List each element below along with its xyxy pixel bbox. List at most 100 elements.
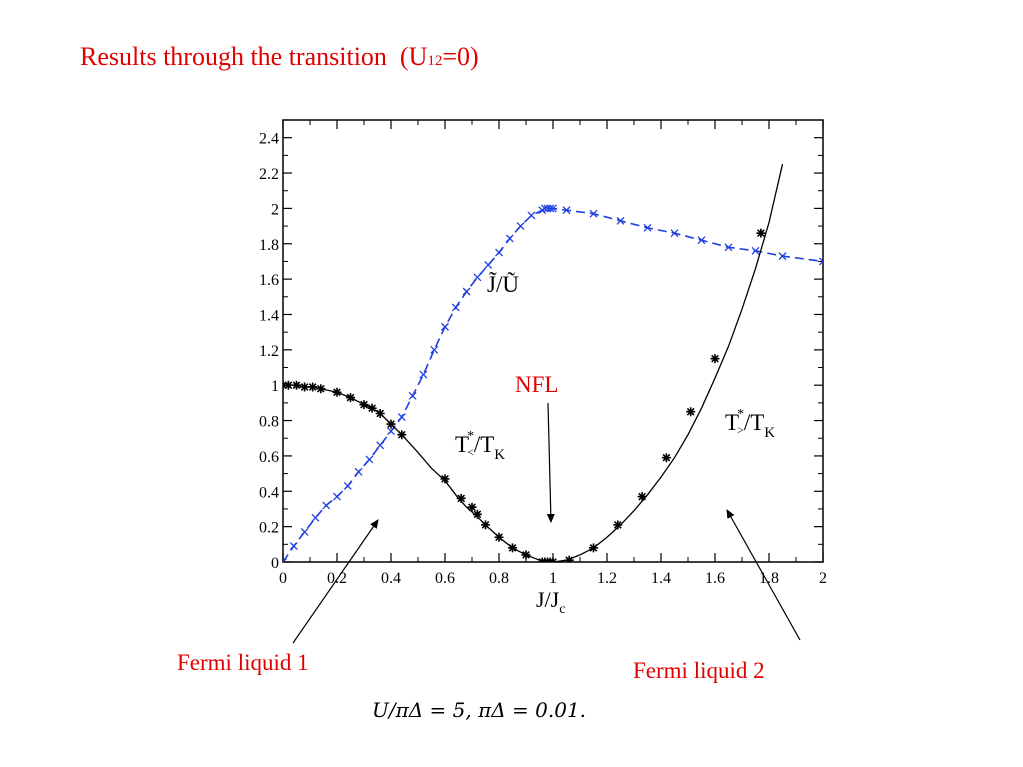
black-star-marker bbox=[292, 380, 301, 390]
x-tick-label: 0.4 bbox=[381, 570, 401, 587]
blue-x-marker bbox=[451, 303, 460, 312]
y-tick-label: 2 bbox=[271, 201, 279, 218]
black-star-marker bbox=[440, 474, 450, 484]
black-star-marker bbox=[613, 520, 623, 530]
plot-frame bbox=[282, 119, 824, 563]
black-star-marker bbox=[467, 502, 477, 512]
black-star-marker bbox=[637, 492, 647, 502]
fermi-liquid-2-label: Fermi liquid 2 bbox=[633, 658, 765, 683]
y-tick-label: 0.2 bbox=[259, 520, 279, 537]
x-tick-label: 1.4 bbox=[651, 570, 671, 587]
black-star-marker bbox=[548, 557, 558, 562]
blue-x-marker bbox=[376, 441, 385, 450]
fermi-liquid-1-label: Fermi liquid 1 bbox=[177, 650, 309, 675]
y-tick-label: 1 bbox=[271, 378, 279, 395]
blue-x-marker bbox=[311, 513, 320, 522]
x-tick-label: 0.6 bbox=[435, 570, 455, 587]
blue-x-marker bbox=[473, 273, 482, 282]
black-star-marker bbox=[564, 555, 574, 562]
blue-x-marker bbox=[484, 261, 493, 269]
curve-label-tstar-less-over-tk: T* </TK bbox=[455, 429, 505, 463]
blue-x-marker bbox=[549, 204, 557, 213]
blue-x-marker bbox=[283, 558, 287, 562]
blue-x-marker bbox=[300, 527, 309, 536]
blue-x-marker bbox=[505, 234, 514, 243]
blue-x-marker bbox=[365, 455, 374, 464]
black-star-marker bbox=[359, 400, 369, 410]
blue-x-marker bbox=[333, 492, 341, 501]
blue-x-marker bbox=[419, 370, 428, 379]
blue-x-marker bbox=[670, 229, 679, 238]
blue-x-marker bbox=[408, 391, 417, 400]
slide-title: Results through the transition (U12=0) bbox=[80, 42, 479, 72]
x-axis-label: J/Jc bbox=[536, 587, 565, 617]
black-star-marker bbox=[661, 453, 671, 463]
black-star-marker bbox=[494, 532, 504, 542]
title-param-sub: 12 bbox=[427, 53, 443, 69]
y-tick-label: 1.8 bbox=[259, 237, 279, 254]
nfl-arrow bbox=[546, 402, 555, 523]
x-tick-label: 1.6 bbox=[705, 570, 725, 587]
black-star-marker bbox=[332, 387, 342, 397]
y-tick-label: 1.6 bbox=[259, 272, 279, 289]
black-star-marker bbox=[710, 354, 720, 364]
parameters-caption: U/πΔ = 5, πΔ = 0.01. bbox=[372, 698, 586, 722]
black-star-marker bbox=[686, 407, 696, 417]
black-star-marker bbox=[386, 419, 396, 429]
series-tstar-over-tk bbox=[283, 164, 784, 562]
curve-label-jtilde-over-utilde: J̃/Ũ bbox=[487, 271, 519, 297]
black-star-marker bbox=[756, 228, 766, 238]
blue-x-marker bbox=[546, 204, 555, 213]
blue-x-marker bbox=[462, 287, 471, 296]
x-tick-label: 2 bbox=[819, 570, 827, 587]
blue-x-marker bbox=[343, 482, 352, 490]
y-tick-label: 1.4 bbox=[259, 307, 279, 324]
x-tick-label: 1.8 bbox=[759, 570, 779, 587]
axis-tick-labels: 00.20.40.60.811.21.41.61.8200.20.40.60.8… bbox=[259, 131, 827, 587]
title-text: Results through the transition bbox=[80, 42, 387, 71]
fermi-liquid-1-arrow bbox=[292, 519, 379, 644]
blue-x-marker bbox=[397, 413, 406, 421]
blue-x-marker bbox=[289, 542, 298, 551]
black-star-marker bbox=[346, 393, 355, 403]
curve-label-tstar-greater-over-tk: T* >/TK bbox=[725, 407, 775, 441]
series-jtilde-over-utilde bbox=[283, 204, 823, 562]
y-tick-label: 0.4 bbox=[259, 484, 279, 501]
black-star-marker bbox=[481, 520, 490, 530]
blue-x-marker bbox=[589, 209, 598, 218]
blue-x-marker bbox=[516, 222, 525, 231]
blue-x-marker bbox=[322, 501, 331, 510]
x-tick-label: 1 bbox=[549, 570, 557, 587]
blue-x-marker bbox=[778, 252, 787, 261]
black-star-marker bbox=[316, 384, 326, 394]
title-param-open: (U bbox=[399, 42, 428, 71]
x-tick-label: 0 bbox=[279, 570, 287, 587]
fermi-liquid-2-arrow bbox=[726, 509, 801, 641]
x-tick-label: 0.8 bbox=[489, 570, 509, 587]
blue-x-marker bbox=[562, 206, 571, 215]
blue-x-marker bbox=[697, 236, 706, 245]
black-star-marker bbox=[308, 382, 318, 392]
blue-x-marker bbox=[643, 223, 652, 232]
blue-x-marker bbox=[441, 322, 449, 331]
axis-ticks bbox=[282, 120, 824, 563]
black-star-marker bbox=[508, 543, 517, 553]
series-line-tstar-over-tk bbox=[283, 164, 784, 562]
blue-x-marker bbox=[819, 257, 823, 266]
blue-x-marker bbox=[430, 345, 439, 354]
nfl-label: NFL bbox=[515, 372, 558, 397]
black-star-marker bbox=[300, 382, 310, 392]
black-star-marker bbox=[589, 543, 598, 553]
black-star-marker bbox=[397, 430, 407, 440]
y-tick-label: 0.6 bbox=[259, 449, 279, 466]
y-tick-label: 1.2 bbox=[259, 343, 279, 360]
black-star-marker bbox=[367, 403, 377, 413]
x-tick-label: 1.2 bbox=[597, 570, 617, 587]
y-tick-label: 0 bbox=[271, 555, 279, 572]
y-tick-label: 2.2 bbox=[259, 166, 279, 183]
blue-x-marker bbox=[354, 467, 363, 476]
title-param-close: =0) bbox=[442, 42, 479, 71]
black-star-marker bbox=[283, 380, 293, 390]
blue-x-marker bbox=[495, 248, 503, 257]
